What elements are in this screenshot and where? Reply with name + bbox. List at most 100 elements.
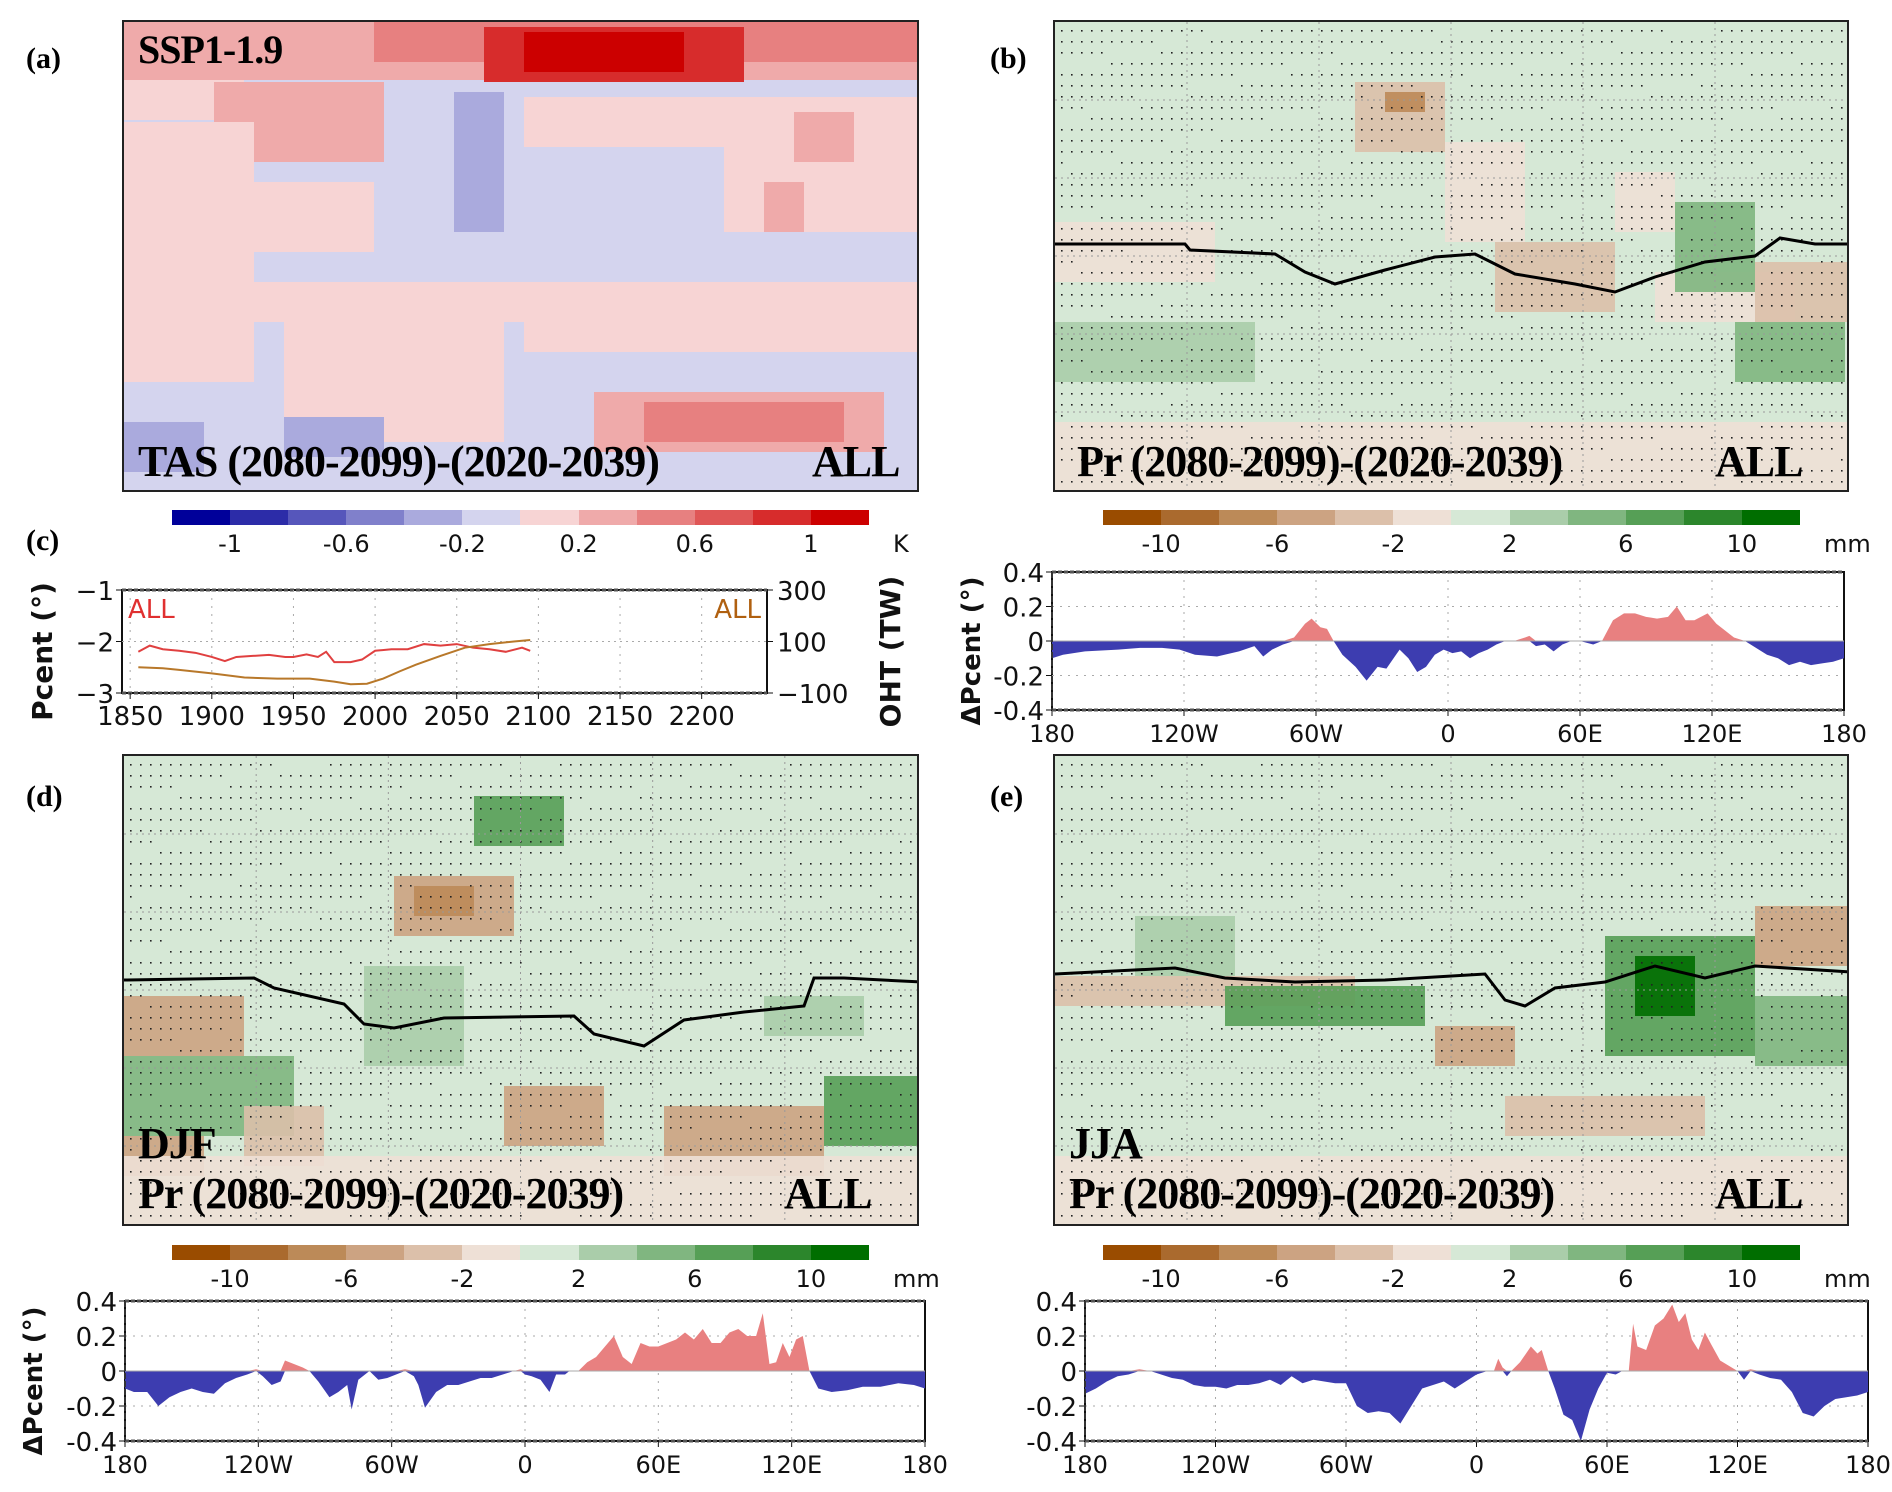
colorbar-tick-label: -10 <box>210 1265 250 1293</box>
colorbar-swatch <box>230 510 289 525</box>
colorbar-swatch <box>1219 510 1278 525</box>
y-tick-label: −1 <box>76 577 114 607</box>
colorbar-swatch <box>1509 1245 1568 1260</box>
colorbar-tick-label: -6 <box>334 1265 359 1293</box>
field-patch <box>1445 142 1525 242</box>
x-tick-label: 60W <box>365 1451 419 1479</box>
colorbar-swatch <box>752 510 811 525</box>
legend-left-label: ALL <box>128 595 175 625</box>
colorbar-swatch <box>230 1245 289 1260</box>
colorbar-swatch <box>810 1245 869 1260</box>
colorbar-swatch <box>578 1245 637 1260</box>
map-field <box>124 756 917 1224</box>
colorbar-tick-label: 6 <box>687 1265 703 1293</box>
y-right-tick-label: −100 <box>777 680 848 710</box>
field-patch <box>1055 322 1255 382</box>
field-patch <box>1635 956 1695 1016</box>
significance-stippling <box>1061 30 1843 483</box>
colorbar-swatch <box>404 1245 463 1260</box>
x-tick-label: 180 <box>1821 720 1867 748</box>
panel-d-title: Pr (2080-2099)-(2020-2039) <box>138 1169 624 1218</box>
y-axis-label: ΔPcent (°) <box>19 1307 49 1456</box>
tas-colorbar <box>172 510 869 525</box>
field-patch <box>124 996 244 1056</box>
y-tick-label: 0 <box>1060 1358 1077 1388</box>
colorbar-tick-label: -1 <box>218 530 243 558</box>
colorbar-swatch <box>1567 510 1626 525</box>
x-tick-label: 2050 <box>424 702 490 732</box>
colorbar-tick-label: -0.2 <box>438 530 486 558</box>
colorbar-swatch <box>1625 1245 1684 1260</box>
colorbar-tick-label: 2 <box>1501 530 1518 558</box>
field-patch <box>1675 202 1755 292</box>
field-patch <box>1505 1096 1705 1136</box>
colorbar-swatch <box>1625 510 1684 525</box>
y-right-tick-label: 100 <box>777 629 827 659</box>
precip-centroid-line <box>124 976 917 1048</box>
x-tick-label: 120W <box>1181 1451 1251 1479</box>
y-tick-label: 0.4 <box>1036 1288 1077 1318</box>
x-tick-label: 120W <box>224 1451 294 1479</box>
y-right-tick-label: 300 <box>777 577 827 607</box>
colorbar-swatch <box>346 510 405 525</box>
colorbar-swatch <box>1335 1245 1394 1260</box>
colorbar-swatch <box>1161 1245 1220 1260</box>
significance-stippling <box>130 764 912 1217</box>
panel-a-letter: (a) <box>26 42 61 75</box>
x-tick-label: 2000 <box>342 702 408 732</box>
colorbar-swatch <box>1741 1245 1800 1260</box>
precip-centroid-line <box>1055 236 1847 294</box>
pr-colorbar-d <box>172 1245 869 1260</box>
positive-area <box>1085 1304 1868 1371</box>
colorbar-tick-label: -2 <box>450 1265 475 1293</box>
colorbar-swatch <box>1567 1245 1626 1260</box>
colorbar-swatch <box>172 1245 231 1260</box>
panel-e-tag: ALL <box>1715 1169 1803 1218</box>
colorbar-swatch <box>752 1245 811 1260</box>
x-tick-label: 60E <box>635 1451 681 1479</box>
colorbar-tick-label: -10 <box>1141 1265 1181 1293</box>
field-patch <box>1135 916 1235 976</box>
x-tick-label: 1900 <box>179 702 245 732</box>
colorbar-swatch <box>346 1245 405 1260</box>
y-axis-label: Pcent (°) <box>26 582 59 721</box>
y-tick-label: 0.4 <box>76 1288 117 1318</box>
colorbar-tick-label: 10 <box>1726 1265 1758 1293</box>
x-tick-label: 60E <box>1557 720 1603 748</box>
colorbar-tick-label: 6 <box>1618 1265 1634 1293</box>
panel-b-tag: ALL <box>1715 437 1803 486</box>
field-patch <box>364 966 464 1066</box>
x-tick-label: 120W <box>1149 720 1219 748</box>
panel-d-tag: ALL <box>784 1169 872 1218</box>
panel-c-letter: (c) <box>26 524 60 557</box>
y-tick-label: −2 <box>76 629 114 659</box>
field-patch <box>1255 92 1315 132</box>
y-tick-label: 0.2 <box>76 1323 117 1353</box>
y-tick-label: 0 <box>100 1358 117 1388</box>
colorbar-tick-label: 1 <box>803 530 819 558</box>
y-tick-label: -0.2 <box>1026 1393 1077 1423</box>
field-patch <box>764 996 864 1036</box>
x-tick-label: 2150 <box>587 702 653 732</box>
field-patch <box>1435 1026 1515 1066</box>
y-tick-label: -0.4 <box>1026 1428 1077 1458</box>
field-patch <box>1495 242 1615 312</box>
series-line-pcent <box>137 643 531 664</box>
colorbar-swatch <box>462 1245 521 1260</box>
x-tick-label: 0 <box>517 1451 532 1479</box>
field-patch <box>414 886 474 916</box>
colorbar-swatch <box>1335 510 1394 525</box>
field-patch <box>1755 996 1847 1066</box>
colorbar-swatch <box>1451 1245 1510 1260</box>
panel-e-title: Pr (2080-2099)-(2020-2039) <box>1069 1169 1555 1218</box>
colorbar-swatch <box>578 510 637 525</box>
colorbar-tick-label: 0.6 <box>675 530 714 558</box>
colorbar-tick-label: -6 <box>1265 1265 1290 1293</box>
colorbar-tick-label: 2 <box>570 1265 587 1293</box>
x-tick-label: 180 <box>1029 720 1075 748</box>
y-tick-label: -0.4 <box>66 1428 117 1458</box>
colorbar-unit-label: mm <box>893 1265 940 1293</box>
negative-area <box>125 1371 925 1410</box>
colorbar-unit-label: mm <box>1824 530 1871 558</box>
y-axis-label: ΔPcent (°) <box>960 577 987 726</box>
